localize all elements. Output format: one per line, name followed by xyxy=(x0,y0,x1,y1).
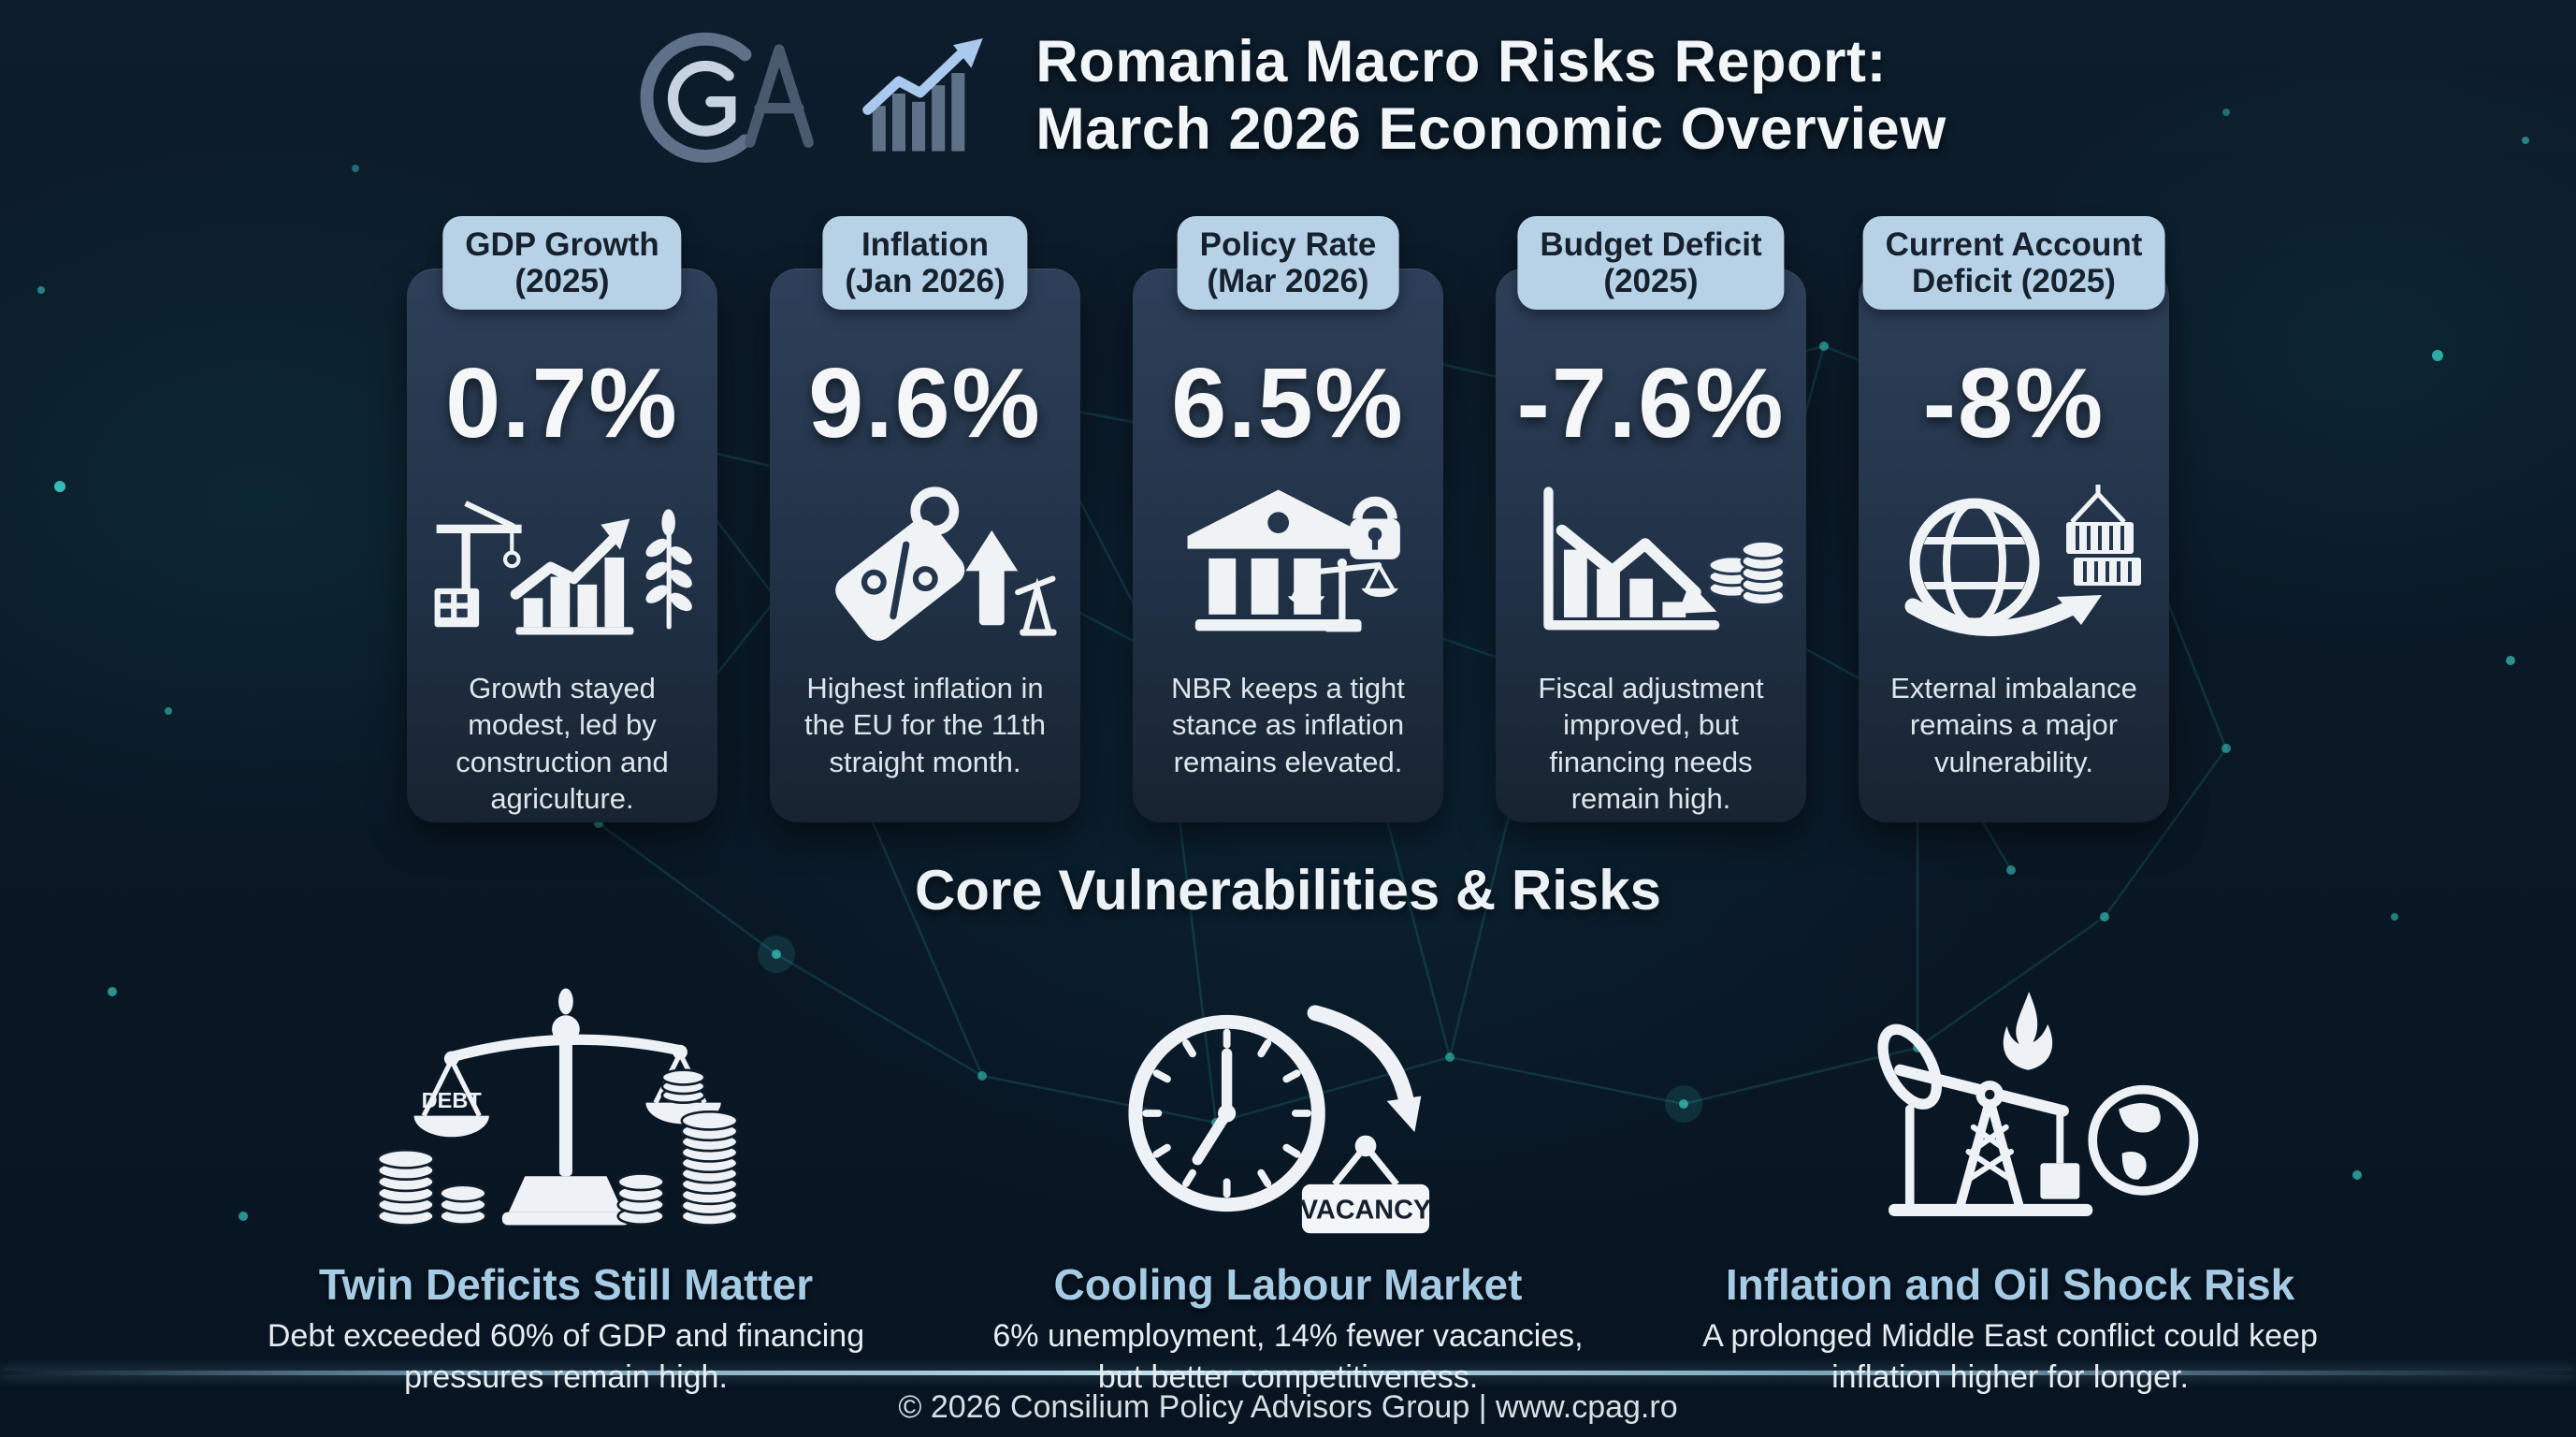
stat-card-label: Budget Deficit (2025) xyxy=(1517,216,1785,311)
stat-card-label-line2: (2025) xyxy=(1603,263,1699,300)
stat-card-label-line2: Deficit (2025) xyxy=(1912,263,2116,300)
cpag-logo-monogram-icon xyxy=(630,22,817,169)
clock-down-arrow-vacancy-sign-icon: VACANCY xyxy=(976,969,1600,1248)
declining-chart-arrow-coins-icon xyxy=(1515,462,1787,660)
stat-card-label-line1: Current Account xyxy=(1885,226,2143,263)
stat-card-label: Policy Rate (Mar 2026) xyxy=(1177,216,1399,311)
stat-value: -7.6% xyxy=(1516,348,1786,458)
stat-card-label-line1: Policy Rate xyxy=(1199,226,1377,263)
stat-card-label-line2: (Mar 2026) xyxy=(1207,263,1369,300)
stat-card-label-line2: (2025) xyxy=(514,263,610,300)
risk-title: Cooling Labour Market xyxy=(1053,1259,1523,1309)
page-title: Romania Macro Risks Report: March 2026 E… xyxy=(1035,29,1946,164)
stat-card-label: Inflation (Jan 2026) xyxy=(822,216,1028,311)
vacancy-sign-label: VACANCY xyxy=(1300,1195,1431,1225)
stat-description: Growth stayed modest, led by constructio… xyxy=(456,672,669,816)
risk-description: Debt exceeded 60% of GDP and financing p… xyxy=(267,1317,865,1395)
stat-value: 0.7% xyxy=(445,348,679,458)
footer-copyright: © 2026 Consilium Policy Advisors Group |… xyxy=(898,1389,1678,1425)
stat-card-label-line1: Budget Deficit xyxy=(1540,226,1762,263)
rising-bar-chart-arrow-icon xyxy=(856,32,996,160)
stat-card-policy-rate: Policy Rate (Mar 2026) 6.5% xyxy=(1133,216,1443,822)
stat-card-label-line1: GDP Growth xyxy=(465,226,659,263)
risks-row: DEBT xyxy=(0,969,2576,1398)
stat-card-gdp-growth: GDP Growth (2025) 0.7% xyxy=(407,216,717,822)
stat-card-budget-deficit: Budget Deficit (2025) -7.6% xyxy=(1496,216,1806,822)
stat-description: NBR keeps a tight stance as inflation re… xyxy=(1171,672,1405,778)
risk-twin-deficits: DEBT xyxy=(253,969,878,1398)
stat-card-label-line2: (Jan 2026) xyxy=(845,263,1006,300)
price-tag-percent-up-arrow-oil-pump-icon xyxy=(789,462,1061,660)
stat-description: Fiscal adjustment improved, but financin… xyxy=(1538,672,1764,816)
risk-cooling-labour-market: VACANCY Cooling Labour Market 6% unemplo… xyxy=(976,969,1600,1398)
page-title-line2: March 2026 Economic Overview xyxy=(1035,95,1946,162)
risk-title: Inflation and Oil Shock Risk xyxy=(1725,1259,2295,1309)
balance-scale-debt-coins-icon: DEBT xyxy=(253,969,878,1248)
stat-card-label: GDP Growth (2025) xyxy=(442,216,682,311)
risk-description: 6% unemployment, 14% fewer vacancies, bu… xyxy=(992,1317,1584,1395)
stat-value: -8% xyxy=(1922,348,2106,458)
stat-description: Highest inflation in the EU for the 11th… xyxy=(804,672,1046,778)
stat-card-label-line1: Inflation xyxy=(861,226,990,263)
oil-pump-flame-globe-icon xyxy=(1698,969,2323,1248)
stat-card-label: Current Account Deficit (2025) xyxy=(1862,216,2165,311)
stat-value: 9.6% xyxy=(808,348,1042,458)
page-title-line1: Romania Macro Risks Report: xyxy=(1035,28,1887,94)
risk-description: A prolonged Middle East conflict could k… xyxy=(1702,1317,2318,1395)
footer-divider xyxy=(0,1371,2576,1375)
risks-section-heading: Core Vulnerabilities & Risks xyxy=(914,859,1662,922)
construction-crane-growth-chart-wheat-icon xyxy=(427,462,698,660)
central-bank-lock-scales-icon xyxy=(1152,462,1424,660)
stat-card-inflation: Inflation (Jan 2026) 9.6% xyxy=(770,216,1080,822)
globe-trade-arrow-containers-icon xyxy=(1874,462,2154,660)
debt-pan-label: DEBT xyxy=(422,1088,483,1112)
risk-title: Twin Deficits Still Matter xyxy=(318,1259,814,1309)
stat-value: 6.5% xyxy=(1171,348,1405,458)
header: Romania Macro Risks Report: March 2026 E… xyxy=(0,0,2576,169)
stat-cards-row: GDP Growth (2025) 0.7% xyxy=(0,216,2576,822)
stat-description: External imbalance remains a major vulne… xyxy=(1890,672,2137,778)
risk-inflation-oil-shock: Inflation and Oil Shock Risk A prolonged… xyxy=(1698,969,2323,1398)
stat-card-current-account-deficit: Current Account Deficit (2025) -8% xyxy=(1859,216,2169,822)
